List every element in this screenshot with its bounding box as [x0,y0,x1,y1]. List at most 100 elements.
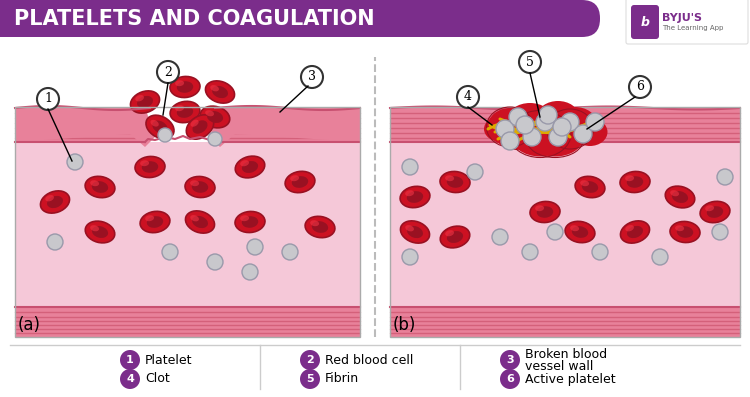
Circle shape [67,154,83,170]
Ellipse shape [508,103,553,135]
Ellipse shape [130,91,160,113]
Ellipse shape [496,120,534,150]
Bar [15,107,145,142]
Ellipse shape [620,221,650,243]
Ellipse shape [185,211,214,233]
Circle shape [522,244,538,260]
Bar [220,107,360,142]
Ellipse shape [90,225,99,231]
Text: Broken blood: Broken blood [525,349,608,362]
Ellipse shape [190,119,199,127]
Ellipse shape [212,86,228,98]
Ellipse shape [190,180,199,186]
Ellipse shape [537,206,554,218]
Ellipse shape [554,107,596,137]
Circle shape [402,159,418,175]
Circle shape [547,224,563,240]
Ellipse shape [177,81,194,93]
Ellipse shape [676,226,693,238]
Ellipse shape [510,112,570,156]
Circle shape [509,108,527,126]
Ellipse shape [527,121,583,156]
Bar [15,142,360,307]
Ellipse shape [140,211,170,233]
Text: 1: 1 [44,93,52,106]
Ellipse shape [206,110,214,116]
Ellipse shape [310,220,319,226]
Polygon shape [15,107,155,147]
FancyBboxPatch shape [631,5,659,39]
Text: 6: 6 [636,81,644,94]
Ellipse shape [626,225,634,231]
Circle shape [539,106,557,124]
Ellipse shape [45,195,54,201]
Text: 3: 3 [308,71,316,83]
Bar [390,107,740,337]
Ellipse shape [665,186,694,208]
Ellipse shape [530,201,560,223]
Ellipse shape [305,216,335,238]
Ellipse shape [207,111,223,123]
Text: Red blood cell: Red blood cell [325,353,413,366]
Text: Active platelet: Active platelet [525,372,616,385]
Circle shape [561,113,579,131]
Text: 4: 4 [126,374,134,384]
Ellipse shape [675,225,684,231]
Ellipse shape [170,101,200,123]
Text: The Learning App: The Learning App [662,25,723,31]
Text: 2: 2 [164,66,172,79]
Ellipse shape [706,206,723,218]
Text: 3: 3 [506,355,514,365]
Circle shape [300,369,320,389]
Ellipse shape [620,172,650,193]
Ellipse shape [177,106,194,118]
Ellipse shape [140,160,149,166]
Circle shape [162,244,178,260]
Ellipse shape [90,180,99,186]
Circle shape [536,113,554,131]
Ellipse shape [405,225,414,231]
Ellipse shape [627,176,644,188]
Ellipse shape [447,231,463,243]
Circle shape [208,132,222,146]
Ellipse shape [151,120,159,127]
Ellipse shape [92,181,108,193]
Ellipse shape [440,226,470,248]
Circle shape [301,66,323,88]
Circle shape [629,76,651,98]
Ellipse shape [565,222,595,243]
Text: 6: 6 [506,374,514,384]
Bar [0,0,582,37]
Ellipse shape [535,205,544,211]
Circle shape [652,249,668,265]
Circle shape [282,244,298,260]
Ellipse shape [170,77,200,98]
Bar [15,307,360,337]
Ellipse shape [236,156,265,178]
Circle shape [457,86,479,108]
Ellipse shape [137,96,153,108]
Ellipse shape [292,176,308,188]
FancyBboxPatch shape [626,0,748,44]
Text: Fibrin: Fibrin [325,372,359,385]
Bar [15,107,360,337]
Circle shape [592,244,608,260]
Text: 2: 2 [306,355,314,365]
Ellipse shape [242,161,258,173]
Ellipse shape [85,176,115,198]
Ellipse shape [705,205,714,211]
Bar [390,107,740,142]
Ellipse shape [582,181,598,193]
Circle shape [207,254,223,270]
Ellipse shape [484,116,516,141]
Circle shape [242,264,258,280]
Ellipse shape [580,180,589,186]
Text: 5: 5 [526,56,534,69]
Ellipse shape [700,201,730,223]
FancyBboxPatch shape [0,0,600,37]
Text: PLATELETS AND COAGULATION: PLATELETS AND COAGULATION [14,9,375,29]
Ellipse shape [400,186,430,208]
Ellipse shape [146,115,174,139]
Text: 1: 1 [126,355,134,365]
Ellipse shape [176,105,184,111]
